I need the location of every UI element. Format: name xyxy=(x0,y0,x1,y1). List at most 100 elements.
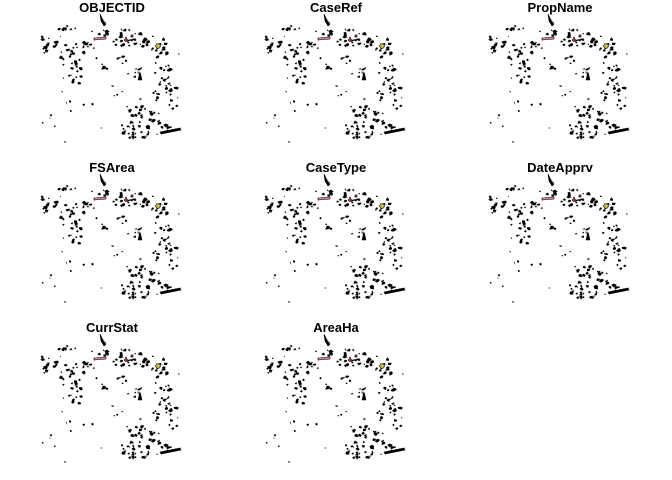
map-feature xyxy=(144,268,147,271)
map-feature xyxy=(325,383,327,386)
map-feature xyxy=(91,103,94,106)
map-feature xyxy=(361,445,365,448)
map-feature xyxy=(294,234,296,236)
map-feature xyxy=(363,418,366,421)
map-feature xyxy=(324,287,327,289)
map-feature xyxy=(603,252,606,255)
map-feature xyxy=(402,373,404,375)
map-feature xyxy=(70,227,74,230)
map-feature xyxy=(606,279,609,282)
map-feature xyxy=(70,74,72,76)
map-feature xyxy=(345,451,350,455)
map-feature xyxy=(53,40,59,45)
map-feature xyxy=(105,67,109,71)
map-feature xyxy=(539,190,541,193)
map-feature xyxy=(369,295,372,297)
map-feature xyxy=(128,189,131,192)
map-feature xyxy=(127,268,133,272)
map-panel: FSArea xyxy=(0,160,224,320)
map-feature xyxy=(88,203,93,206)
map-feature xyxy=(159,401,162,403)
map-feature xyxy=(355,447,360,451)
map-feature xyxy=(402,53,404,55)
map-feature xyxy=(393,419,398,422)
map-feature xyxy=(62,397,65,399)
map-feature xyxy=(125,196,127,199)
map-feature xyxy=(358,292,361,295)
map-feature xyxy=(351,359,354,362)
map-feature xyxy=(578,194,582,198)
map-feature xyxy=(326,226,328,228)
map-feature xyxy=(578,39,582,42)
map-feature xyxy=(383,226,387,231)
map-feature xyxy=(605,112,608,115)
map-feature xyxy=(273,434,277,437)
map-feature xyxy=(40,355,44,359)
map-feature xyxy=(541,36,555,41)
map-feature xyxy=(529,200,535,205)
map-feature xyxy=(352,44,355,47)
map-feature xyxy=(354,113,359,118)
map-feature xyxy=(52,364,57,368)
map-feature xyxy=(264,358,270,362)
map-feature xyxy=(616,103,619,107)
map-feature xyxy=(575,39,578,42)
map-feature xyxy=(127,72,129,75)
map-feature xyxy=(610,78,614,82)
map-feature xyxy=(513,102,516,104)
map-feature xyxy=(134,425,139,429)
map-feature xyxy=(139,265,144,269)
map-feature xyxy=(352,446,355,448)
map-feature xyxy=(151,209,153,211)
map-feature xyxy=(324,127,327,129)
map-feature xyxy=(157,280,160,283)
map-feature xyxy=(168,89,171,92)
map-feature xyxy=(298,202,302,206)
map-feature xyxy=(622,86,627,90)
map-feature xyxy=(169,404,172,406)
map-feature xyxy=(342,34,348,39)
map-feature xyxy=(350,105,353,108)
map-feature xyxy=(166,77,170,79)
map-feature xyxy=(166,446,170,450)
map-feature xyxy=(593,200,599,205)
map-feature xyxy=(162,78,166,82)
map-feature xyxy=(161,368,166,371)
map-feature xyxy=(159,81,162,83)
map-feature xyxy=(264,355,268,359)
map-feature xyxy=(153,271,156,274)
map-feature xyxy=(160,77,164,80)
map-feature xyxy=(281,27,285,31)
map-feature xyxy=(82,103,85,106)
map-feature xyxy=(622,246,627,250)
map-feature xyxy=(386,78,390,82)
map-feature xyxy=(163,283,168,288)
map-feature xyxy=(128,456,132,460)
map-feature xyxy=(152,355,154,357)
map-feature xyxy=(576,270,580,273)
map-feature xyxy=(585,231,591,241)
map-feature xyxy=(294,49,298,53)
map-feature xyxy=(510,223,513,226)
map-feature xyxy=(352,189,355,192)
map-feature xyxy=(129,120,135,124)
map-feature xyxy=(121,28,127,32)
map-feature xyxy=(389,251,392,254)
map-feature xyxy=(608,125,612,130)
map-feature xyxy=(295,400,299,404)
map-feature xyxy=(323,173,331,187)
map-feature xyxy=(75,236,78,239)
map-feature xyxy=(163,362,168,366)
map-feature xyxy=(361,285,365,288)
map-feature xyxy=(106,33,110,36)
map-feature xyxy=(298,362,302,366)
map-feature xyxy=(131,133,135,136)
map-feature xyxy=(575,72,577,75)
map-feature xyxy=(363,258,366,261)
map-feature xyxy=(293,270,296,272)
map-feature xyxy=(125,36,127,39)
map-feature xyxy=(160,125,164,130)
map-feature xyxy=(297,220,302,224)
map-feature xyxy=(130,34,134,38)
map-feature xyxy=(605,92,609,96)
